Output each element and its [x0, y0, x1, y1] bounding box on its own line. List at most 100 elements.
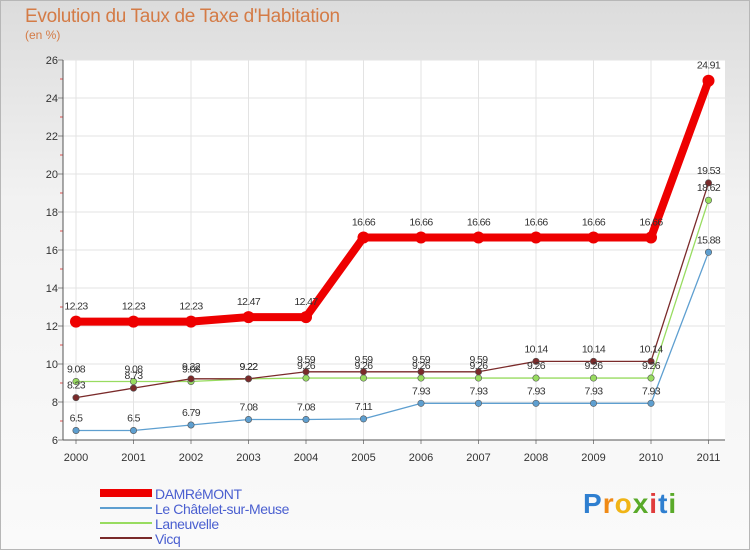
- y-tick-label: 8: [52, 397, 58, 409]
- x-tick-label: 2000: [64, 452, 88, 464]
- data-label: 8.23: [67, 380, 86, 392]
- data-label: 9.26: [642, 360, 661, 372]
- legend-swatch: [100, 507, 152, 509]
- data-label: 16.66: [639, 216, 663, 228]
- x-tick-label: 2004: [294, 452, 318, 464]
- data-point: [647, 357, 655, 365]
- data-label: 12.23: [64, 301, 88, 313]
- data-label: 9.08: [182, 363, 201, 375]
- y-tick-label: 22: [46, 131, 58, 143]
- data-label: 12.23: [179, 301, 203, 313]
- data-point: [474, 368, 482, 376]
- data-label: 16.66: [582, 216, 606, 228]
- data-label: 7.11: [355, 401, 373, 413]
- data-label: 9.22: [182, 361, 201, 373]
- x-tick-label: 2008: [524, 452, 548, 464]
- data-label: 10.14: [639, 343, 663, 355]
- data-point: [589, 399, 597, 407]
- data-point: [417, 368, 425, 376]
- data-point: [359, 415, 367, 423]
- y-tick-label: 6: [52, 435, 58, 447]
- data-point: [357, 231, 370, 244]
- logo-letter: i: [668, 488, 678, 519]
- data-label: 7.93: [527, 385, 546, 397]
- data-point: [415, 231, 427, 244]
- data-label: 9.26: [354, 360, 373, 372]
- y-tick-label: 14: [46, 283, 58, 295]
- x-tick-label: 2011: [697, 452, 721, 464]
- y-tick-label: 24: [46, 93, 58, 105]
- data-label: 9.59: [297, 354, 316, 366]
- data-label: 18.62: [697, 182, 721, 194]
- legend-label: DAMRéMONT: [155, 486, 242, 502]
- data-label: 7.93: [469, 385, 488, 397]
- data-label: 9.22: [239, 361, 258, 373]
- data-point: [187, 421, 195, 429]
- logo-letter: x: [632, 488, 650, 519]
- legend-label: Vicq: [155, 531, 181, 547]
- data-point: [130, 426, 138, 434]
- data-label: 9.08: [67, 363, 86, 375]
- y-tick-label: 26: [46, 55, 58, 67]
- legend-label: Le Châtelet-sur-Meuse: [155, 501, 289, 517]
- data-label: 7.08: [297, 401, 316, 413]
- data-label: 10.14: [524, 343, 548, 355]
- data-point: [72, 394, 80, 402]
- data-point: [647, 374, 655, 382]
- x-tick-label: 2007: [466, 452, 490, 464]
- data-point: [130, 384, 138, 392]
- series-line: [72, 76, 713, 326]
- data-point: [359, 374, 367, 382]
- data-point: [532, 374, 540, 382]
- x-tick-label: 2006: [409, 452, 433, 464]
- logo-letter: i: [649, 488, 659, 519]
- data-label: 19.53: [697, 165, 721, 177]
- x-tick-label: 2003: [236, 452, 260, 464]
- data-label: 9.22: [239, 361, 258, 373]
- data-label: 9.26: [527, 360, 546, 372]
- data-label: 12.47: [237, 296, 261, 308]
- logo-letter: t: [658, 488, 669, 519]
- proxiti-logo: Proxiti: [583, 488, 677, 520]
- series-line: [75, 199, 710, 383]
- data-point: [302, 374, 310, 382]
- data-label: 12.47: [294, 296, 318, 308]
- data-point: [589, 374, 597, 382]
- data-point: [587, 231, 600, 244]
- data-label: 9.26: [412, 360, 431, 372]
- data-label: 9.26: [584, 360, 603, 372]
- data-point: [704, 196, 712, 204]
- data-point: [185, 315, 197, 328]
- data-label: 7.93: [642, 385, 661, 397]
- legend-label: Laneuvelle: [155, 516, 219, 532]
- data-point: [300, 311, 312, 324]
- data-point: [127, 315, 140, 328]
- x-tick-label: 2002: [179, 452, 203, 464]
- data-point: [187, 375, 195, 383]
- data-point: [589, 357, 597, 365]
- data-label: 16.66: [467, 216, 491, 228]
- data-label: 9.26: [469, 360, 488, 372]
- data-label: 6.5: [127, 413, 141, 425]
- data-label: 16.66: [524, 216, 548, 228]
- data-point: [245, 375, 253, 383]
- data-point: [645, 231, 657, 244]
- legend-swatch: [100, 522, 152, 524]
- data-point: [242, 311, 255, 324]
- data-point: [474, 399, 482, 407]
- data-point: [702, 74, 715, 87]
- data-label: 7.93: [584, 385, 603, 397]
- data-point: [472, 231, 485, 244]
- data-label: 16.66: [409, 216, 433, 228]
- legend-swatch: [100, 537, 152, 539]
- data-label: 15.88: [697, 234, 721, 246]
- data-label: 9.08: [124, 363, 143, 375]
- data-label: 24.91: [697, 60, 721, 72]
- series-line: [75, 251, 710, 432]
- data-point: [417, 374, 425, 382]
- data-label: 9.26: [297, 360, 316, 372]
- data-label: 16.66: [352, 216, 376, 228]
- legend-swatch: [100, 489, 152, 497]
- logo-letter: o: [614, 488, 633, 519]
